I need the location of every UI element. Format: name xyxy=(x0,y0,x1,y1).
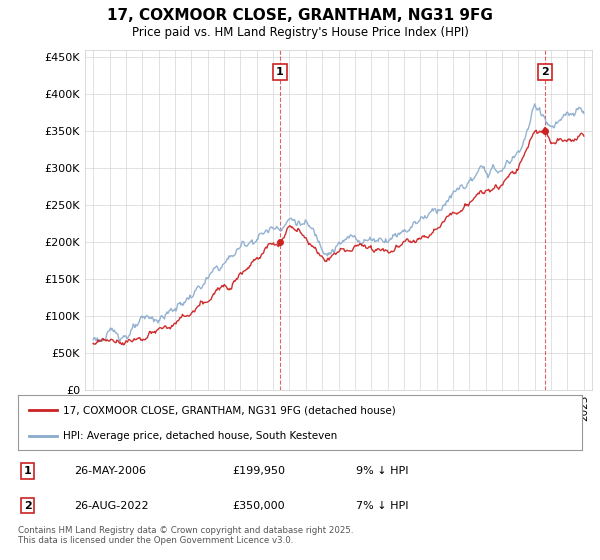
Text: £199,950: £199,950 xyxy=(232,466,286,476)
Text: 17, COXMOOR CLOSE, GRANTHAM, NG31 9FG: 17, COXMOOR CLOSE, GRANTHAM, NG31 9FG xyxy=(107,8,493,23)
Text: 7% ↓ HPI: 7% ↓ HPI xyxy=(356,501,409,511)
Text: 2: 2 xyxy=(23,501,31,511)
Text: 1: 1 xyxy=(276,67,283,77)
Text: £350,000: £350,000 xyxy=(232,501,285,511)
Text: 26-MAY-2006: 26-MAY-2006 xyxy=(74,466,146,476)
Text: HPI: Average price, detached house, South Kesteven: HPI: Average price, detached house, Sout… xyxy=(63,431,337,441)
Text: 9% ↓ HPI: 9% ↓ HPI xyxy=(356,466,409,476)
Text: 1: 1 xyxy=(23,466,31,476)
Text: Price paid vs. HM Land Registry's House Price Index (HPI): Price paid vs. HM Land Registry's House … xyxy=(131,26,469,39)
Text: 17, COXMOOR CLOSE, GRANTHAM, NG31 9FG (detached house): 17, COXMOOR CLOSE, GRANTHAM, NG31 9FG (d… xyxy=(63,405,396,416)
Text: 2: 2 xyxy=(542,67,549,77)
Text: Contains HM Land Registry data © Crown copyright and database right 2025.
This d: Contains HM Land Registry data © Crown c… xyxy=(18,526,353,545)
Text: 26-AUG-2022: 26-AUG-2022 xyxy=(74,501,149,511)
